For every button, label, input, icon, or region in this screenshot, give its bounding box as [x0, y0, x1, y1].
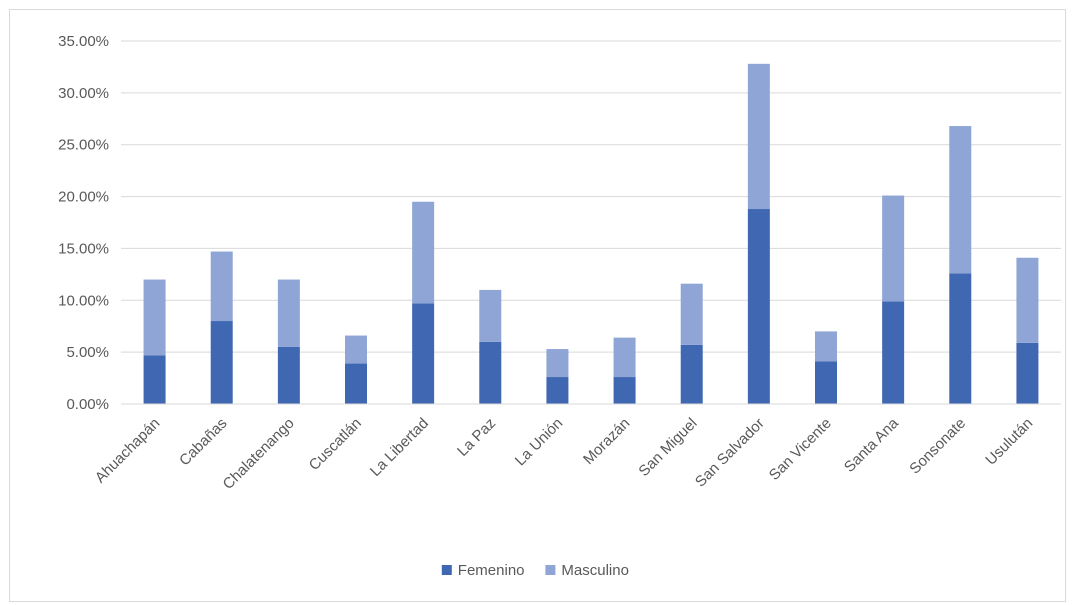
- bar-femenino: [546, 377, 569, 404]
- x-tick-label: Cuscatlán: [306, 415, 365, 474]
- bar-femenino: [143, 355, 166, 404]
- chart-container: 0.00% 5.00% 10.00% 15.00% 20.00% 25.00% 30.00%…: [9, 9, 1066, 602]
- bar-femenino: [345, 363, 367, 404]
- y-tick-label: 25.00%: [58, 137, 109, 154]
- bar-femenino: [747, 209, 770, 404]
- bar-masculino: [815, 331, 837, 362]
- bar-masculino: [345, 335, 367, 364]
- bar-masculino: [882, 195, 905, 302]
- bar-femenino: [815, 361, 837, 404]
- x-tick-label: San Salvador: [692, 415, 768, 491]
- bar-femenino: [882, 301, 905, 404]
- bar-masculino: [680, 283, 703, 345]
- bar-femenino: [479, 341, 502, 404]
- gridlines: [121, 40, 1061, 405]
- x-tick-label: La Libertad: [367, 415, 432, 480]
- bar-masculino: [479, 289, 502, 342]
- bar-femenino: [277, 346, 300, 404]
- bar-masculino: [546, 349, 569, 378]
- y-tick-label: 0.00%: [66, 396, 109, 413]
- x-tick-label: San Vicente: [766, 415, 835, 484]
- y-axis: 0.00% 5.00% 10.00% 15.00% 20.00% 25.00% 30.00%…: [58, 33, 109, 413]
- bar-femenino: [680, 344, 703, 404]
- bar-masculino: [412, 201, 435, 304]
- bar-masculino: [210, 251, 233, 322]
- y-tick-label: 30.00%: [58, 85, 109, 102]
- y-tick-label: 15.00%: [58, 240, 109, 257]
- legend-label-masculino: Masculino: [561, 562, 629, 579]
- x-tick-label: La Paz: [454, 415, 499, 460]
- x-tick-label: San Miguel: [635, 415, 700, 480]
- y-tick-label: 10.00%: [58, 292, 109, 309]
- x-tick-label: Ahuachapán: [92, 415, 164, 487]
- bar-masculino: [143, 279, 166, 356]
- bar-masculino: [1016, 257, 1039, 343]
- bar-femenino: [210, 321, 233, 404]
- x-tick-label: Usulután: [982, 415, 1036, 469]
- stacked-bar-chart: 0.00% 5.00% 10.00% 15.00% 20.00% 25.00% 30.00%…: [58, 33, 1061, 579]
- bar-masculino: [747, 63, 770, 210]
- bar-masculino: [613, 337, 636, 378]
- legend: Femenino Masculino: [441, 562, 629, 579]
- x-tick-label: Chalatenango: [220, 415, 298, 493]
- y-tick-label: 20.00%: [58, 189, 109, 206]
- legend-swatch-femenino: [441, 565, 452, 575]
- y-tick-label: 5.00%: [66, 344, 109, 361]
- bar-femenino: [613, 377, 636, 404]
- bar-femenino: [1016, 342, 1039, 404]
- bar-femenino: [412, 303, 435, 404]
- x-tick-label: Sonsonate: [906, 415, 969, 478]
- x-tick-label: Cabañas: [176, 415, 230, 469]
- bar-femenino: [949, 273, 972, 404]
- bar-masculino: [949, 126, 972, 274]
- bar-masculino: [277, 279, 300, 347]
- x-tick-label: La Unión: [512, 415, 566, 469]
- legend-label-femenino: Femenino: [458, 562, 525, 579]
- legend-swatch-masculino: [545, 565, 556, 575]
- x-tick-label: Morazán: [580, 415, 633, 468]
- x-tick-label: Santa Ana: [841, 414, 902, 475]
- bars: [143, 63, 1039, 404]
- y-tick-label: 35.00%: [58, 33, 109, 50]
